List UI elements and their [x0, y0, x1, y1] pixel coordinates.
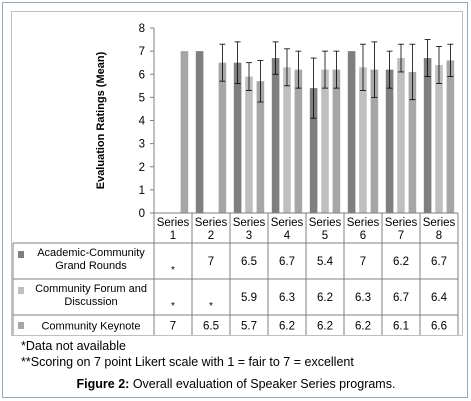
note-likert-scale: **Scoring on 7 point Likert scale with 1… — [21, 355, 354, 369]
category-label: 7 — [398, 230, 404, 242]
y-tick-label: 2 — [139, 162, 145, 174]
series-name: Community Forum and — [35, 283, 147, 295]
series-name: Community Keynote — [41, 321, 140, 333]
category-label: 2 — [208, 230, 214, 242]
bar — [385, 69, 394, 213]
data-label: 6.7 — [393, 292, 409, 304]
data-label: * — [171, 301, 175, 312]
bar — [294, 69, 303, 213]
category-label: 4 — [284, 230, 291, 242]
data-label: 6.5 — [203, 321, 219, 333]
bar — [321, 69, 329, 213]
series-name: Discussion — [64, 296, 117, 308]
y-tick-label: 7 — [139, 46, 145, 58]
bar — [256, 81, 265, 213]
y-tick-label: 4 — [139, 116, 146, 128]
data-label: 6.7 — [431, 256, 447, 268]
data-label: * — [171, 265, 175, 276]
category-label: 6 — [360, 230, 366, 242]
data-label: 6.2 — [279, 321, 295, 333]
bar — [332, 69, 341, 213]
y-tick-label: 3 — [139, 139, 145, 151]
bar — [218, 62, 227, 213]
data-label: * — [209, 301, 213, 312]
data-label: 6.3 — [279, 292, 295, 304]
bar — [370, 69, 379, 213]
y-axis-label: Evaluation Ratings (Mean) — [95, 51, 107, 189]
category-label: Series — [271, 217, 304, 229]
category-label: 1 — [170, 230, 176, 242]
category-label: Series — [309, 217, 342, 229]
category-label: 5 — [322, 230, 328, 242]
caption-label: Figure 2: — [76, 377, 130, 391]
series-name: Grand Rounds — [55, 260, 127, 272]
y-tick-label: 6 — [139, 69, 145, 81]
bar — [347, 51, 356, 213]
bar — [397, 58, 405, 213]
figure-frame: Evaluation Ratings (Mean) 0 1 2 3 4 5 6 7 8 Series… — [2, 2, 468, 398]
data-label: 6.7 — [279, 256, 295, 268]
category-label: Series — [423, 217, 456, 229]
bar — [245, 76, 253, 213]
data-label: 6.2 — [317, 321, 333, 333]
bar — [180, 51, 189, 213]
category-label: 8 — [436, 230, 442, 242]
data-label: 6.2 — [317, 292, 333, 304]
y-tick-label: 1 — [139, 185, 145, 197]
y-tick-label: 0 — [139, 208, 145, 220]
note-data-not-available: *Data not available — [21, 339, 126, 353]
category-label: Series — [347, 217, 380, 229]
category-label: Series — [385, 217, 418, 229]
y-tick-label: 8 — [139, 23, 145, 35]
legend-key — [18, 251, 24, 258]
data-label: 6.5 — [241, 256, 257, 268]
data-label: 5.4 — [317, 256, 334, 268]
data-label: 5.7 — [241, 321, 257, 333]
legend-key — [18, 287, 24, 294]
bar-chart: Evaluation Ratings (Mean)012345678Series… — [12, 23, 459, 337]
data-label: 6.4 — [431, 292, 448, 304]
bar — [309, 88, 318, 213]
legend-key — [18, 322, 24, 329]
bar — [195, 51, 204, 213]
data-label: 6.6 — [431, 321, 447, 333]
category-label: Series — [157, 217, 190, 229]
bar — [359, 67, 367, 213]
figure-caption: Figure 2: Overall evaluation of Speaker … — [3, 377, 469, 391]
data-label: 6.1 — [393, 321, 409, 333]
series-name: Academic-Community — [37, 247, 145, 259]
caption-text: Overall evaluation of Speaker Series pro… — [129, 377, 396, 391]
bar — [271, 58, 280, 213]
chart-frame: Evaluation Ratings (Mean) 0 1 2 3 4 5 6 7 8 Series… — [11, 11, 463, 337]
bar — [423, 58, 432, 213]
y-tick-label: 5 — [139, 92, 145, 104]
data-label: 5.9 — [241, 292, 257, 304]
bar — [435, 65, 443, 213]
data-label: 6.3 — [355, 292, 371, 304]
bar — [233, 62, 242, 213]
bar — [408, 71, 417, 213]
data-label: 6.2 — [393, 256, 409, 268]
bar — [446, 60, 455, 213]
bar — [283, 67, 291, 213]
data-label: 7 — [170, 321, 176, 333]
data-label: 6.2 — [355, 321, 371, 333]
category-label: 3 — [246, 230, 252, 242]
category-label: Series — [195, 217, 228, 229]
data-label: 7 — [360, 256, 366, 268]
data-label: 7 — [208, 256, 214, 268]
category-label: Series — [233, 217, 266, 229]
